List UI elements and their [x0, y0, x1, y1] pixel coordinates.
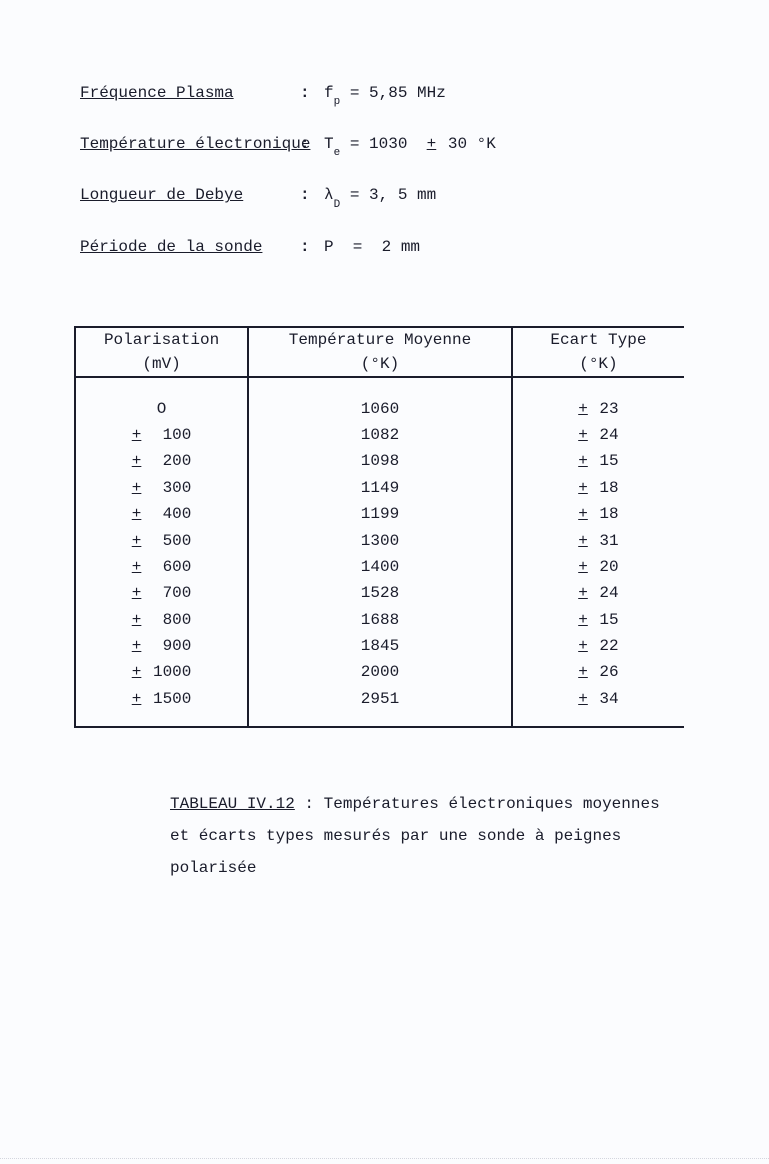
cell-ecart-type: + 23	[512, 396, 684, 422]
header-text: Température Moyenne	[289, 331, 471, 349]
colon-icon: :	[300, 186, 324, 204]
param-row: Fréquence Plasma : fp = 5,85 MHz	[80, 84, 689, 105]
cell-temperature: 1149	[248, 475, 512, 501]
cell-temperature: 1060	[248, 396, 512, 422]
param-row: Période de la sonde : P = 2 mm	[80, 238, 689, 256]
header-unit: (°K)	[579, 355, 617, 373]
param-value: P = 2 mm	[324, 238, 420, 256]
col-header-polarisation: Polarisation (mV)	[75, 327, 248, 377]
header-unit: (mV)	[142, 355, 180, 373]
colon-icon: :	[300, 238, 324, 256]
table-row: + 4001199+ 18	[75, 501, 684, 527]
param-label: Longueur de Debye	[80, 186, 300, 204]
cell-ecart-type: + 24	[512, 422, 684, 448]
cell-temperature: 1300	[248, 528, 512, 554]
param-label: Période de la sonde	[80, 238, 300, 256]
table-row: + 8001688+ 15	[75, 607, 684, 633]
table-header-row: Polarisation (mV) Température Moyenne (°…	[75, 327, 684, 377]
cell-ecart-type: + 15	[512, 448, 684, 474]
caption-line2: et écarts types mesurés par une sonde à …	[170, 827, 621, 877]
table-caption: TABLEAU IV.12 : Températures électroniqu…	[170, 788, 689, 884]
param-value: Te = 1030 + 30 °K	[324, 135, 496, 156]
table-row: + 7001528+ 24	[75, 580, 684, 606]
table-row: + 1001082+ 24	[75, 422, 684, 448]
table-padding-row	[75, 712, 684, 727]
cell-temperature: 1082	[248, 422, 512, 448]
cell-temperature: 1098	[248, 448, 512, 474]
param-value: λD = 3, 5 mm	[324, 186, 436, 207]
cell-ecart-type: + 22	[512, 633, 684, 659]
param-label: Température électronique	[80, 135, 300, 153]
table-padding-row	[75, 377, 684, 396]
colon-icon: :	[300, 84, 324, 102]
cell-temperature: 2000	[248, 659, 512, 685]
table-row: + 10002000+ 26	[75, 659, 684, 685]
cell-polarisation: + 500	[75, 528, 248, 554]
cell-ecart-type: + 18	[512, 501, 684, 527]
cell-polarisation: O	[75, 396, 248, 422]
cell-polarisation: + 1000	[75, 659, 248, 685]
table-row: + 6001400+ 20	[75, 554, 684, 580]
caption-title: TABLEAU IV.12	[170, 795, 295, 813]
caption-rest: : Températures électroniques moyennes	[295, 795, 660, 813]
cell-polarisation: + 700	[75, 580, 248, 606]
cell-ecart-type: + 24	[512, 580, 684, 606]
table-row: + 9001845+ 22	[75, 633, 684, 659]
header-unit: (°K)	[361, 355, 399, 373]
param-row: Longueur de Debye : λD = 3, 5 mm	[80, 186, 689, 207]
col-header-temperature: Température Moyenne (°K)	[248, 327, 512, 377]
cell-polarisation: + 900	[75, 633, 248, 659]
cell-temperature: 1400	[248, 554, 512, 580]
param-label: Fréquence Plasma	[80, 84, 300, 102]
col-header-ecart-type: Ecart Type (°K)	[512, 327, 684, 377]
header-text: Polarisation	[104, 331, 219, 349]
cell-polarisation: + 100	[75, 422, 248, 448]
table-row: + 5001300+ 31	[75, 528, 684, 554]
cell-ecart-type: + 18	[512, 475, 684, 501]
cell-temperature: 1528	[248, 580, 512, 606]
cell-polarisation: + 1500	[75, 686, 248, 712]
cell-polarisation: + 300	[75, 475, 248, 501]
cell-temperature: 1199	[248, 501, 512, 527]
table-row: + 3001149+ 18	[75, 475, 684, 501]
cell-polarisation: + 800	[75, 607, 248, 633]
cell-polarisation: + 400	[75, 501, 248, 527]
page: Fréquence Plasma : fp = 5,85 MHz Tempéra…	[0, 0, 769, 1164]
cell-ecart-type: + 26	[512, 659, 684, 685]
cell-ecart-type: + 31	[512, 528, 684, 554]
colon-icon: :	[300, 135, 324, 153]
table-row: + 2001098+ 15	[75, 448, 684, 474]
parameter-list: Fréquence Plasma : fp = 5,85 MHz Tempéra…	[80, 84, 689, 256]
cell-temperature: 1845	[248, 633, 512, 659]
table-row: + 15002951+ 34	[75, 686, 684, 712]
cell-polarisation: + 600	[75, 554, 248, 580]
table-body: O1060+ 23+ 1001082+ 24+ 2001098+ 15+ 300…	[75, 377, 684, 728]
cell-temperature: 1688	[248, 607, 512, 633]
cell-ecart-type: + 15	[512, 607, 684, 633]
data-table: Polarisation (mV) Température Moyenne (°…	[74, 326, 684, 729]
param-value: fp = 5,85 MHz	[324, 84, 446, 105]
cell-ecart-type: + 20	[512, 554, 684, 580]
page-bottom-artifact	[0, 1158, 769, 1162]
param-row: Température électronique : Te = 1030 + 3…	[80, 135, 689, 156]
header-text: Ecart Type	[550, 331, 646, 349]
cell-temperature: 2951	[248, 686, 512, 712]
cell-ecart-type: + 34	[512, 686, 684, 712]
table-row: O1060+ 23	[75, 396, 684, 422]
cell-polarisation: + 200	[75, 448, 248, 474]
